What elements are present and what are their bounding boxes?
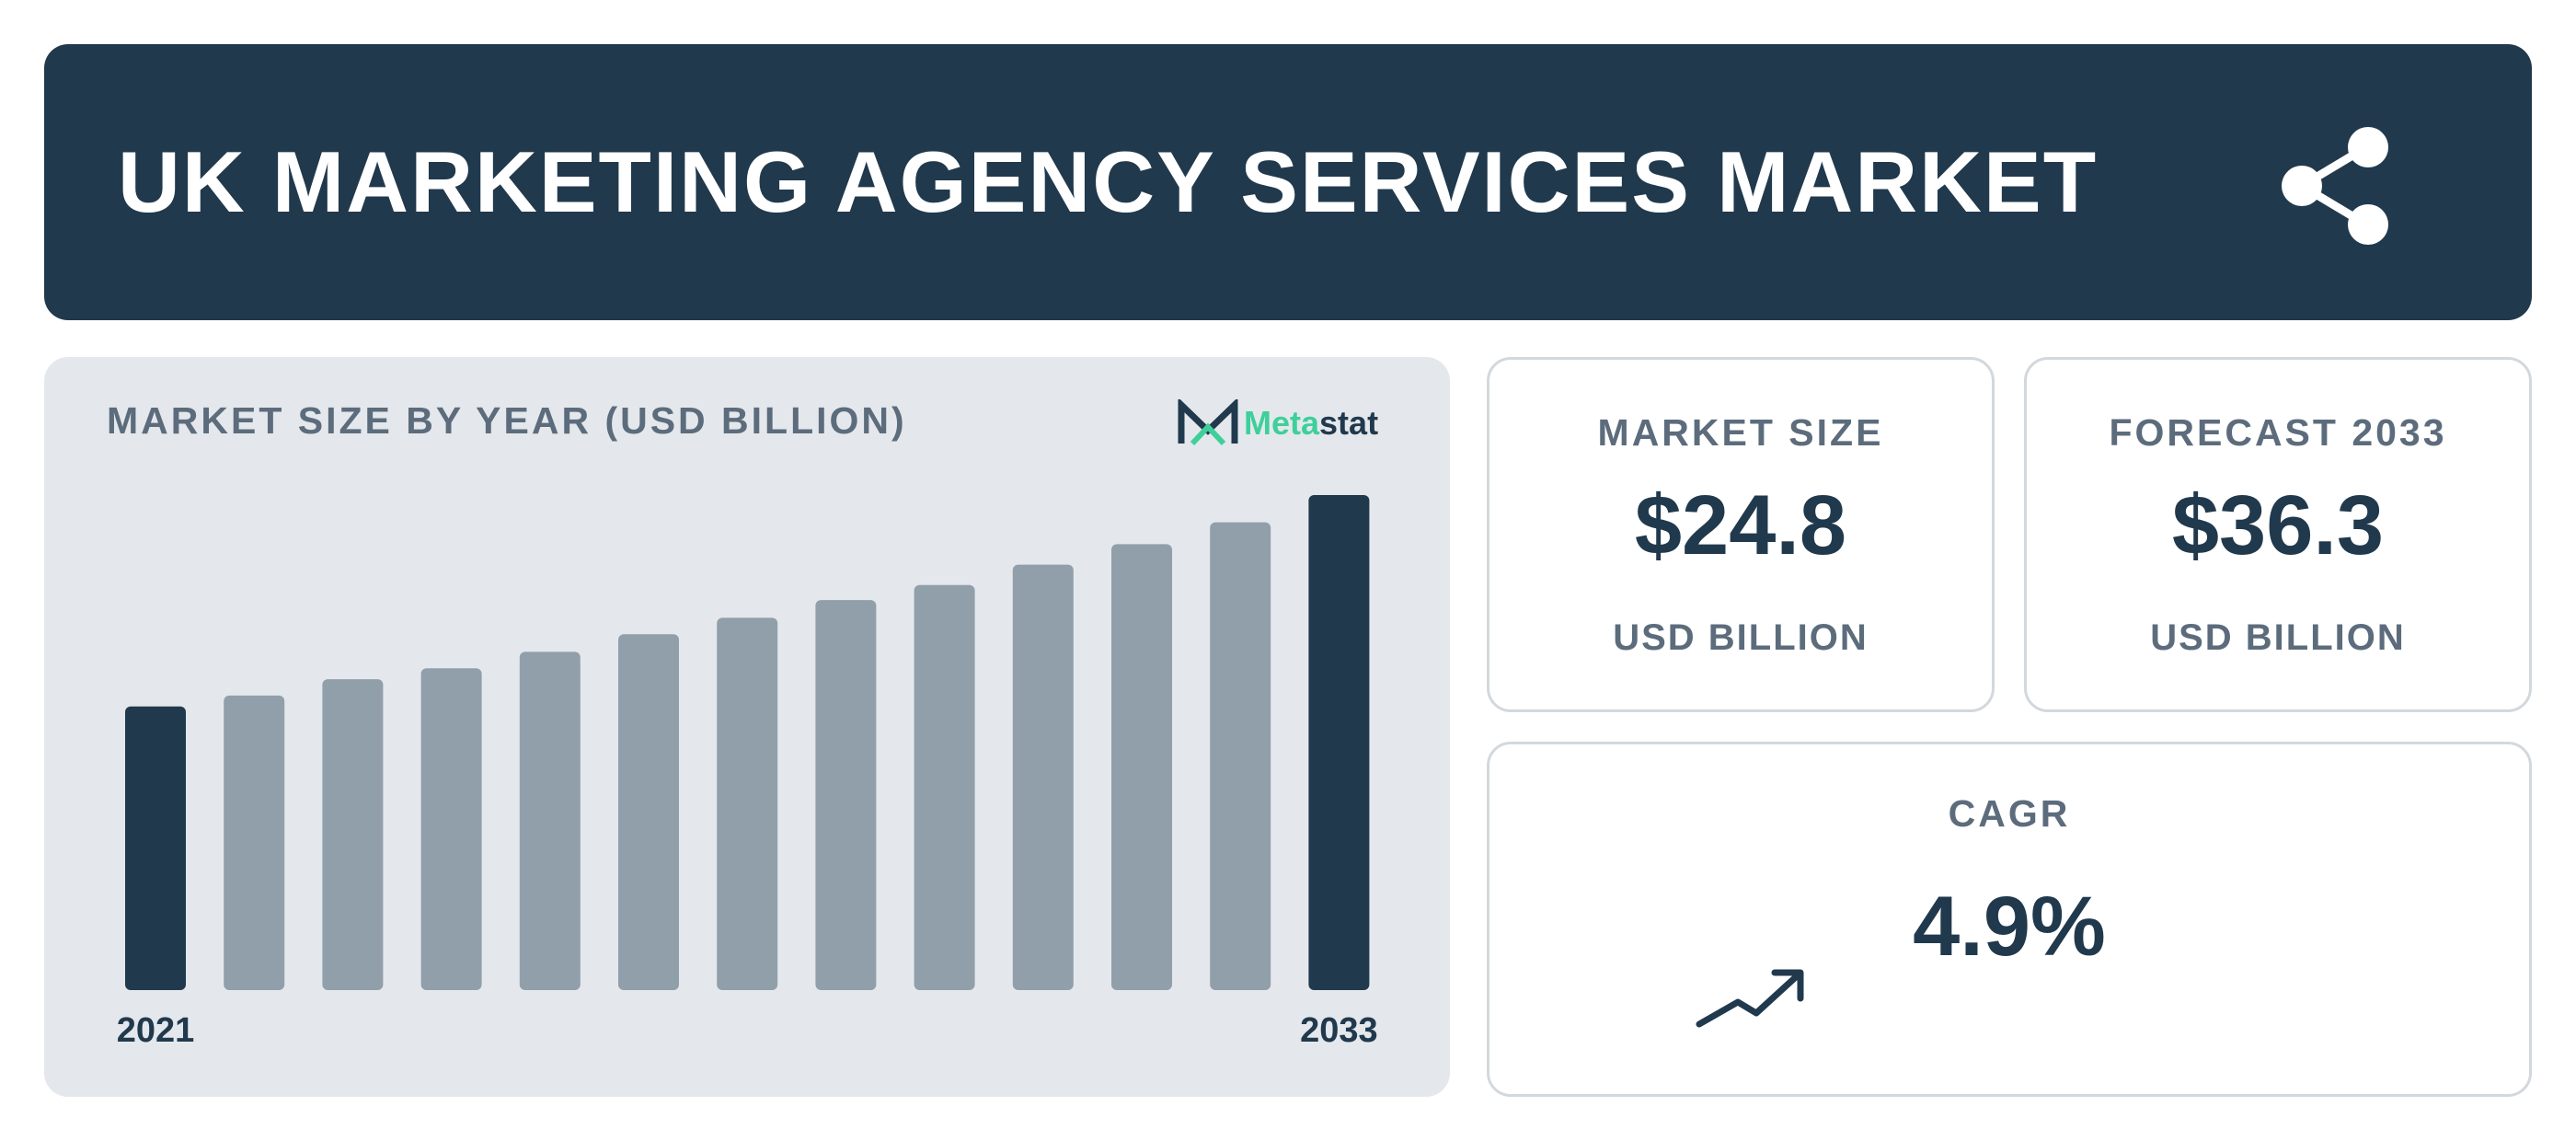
bar-2025 bbox=[519, 651, 581, 990]
market-size-card: MARKET SIZE $24.8 USD BILLION bbox=[1487, 357, 1995, 712]
bar-2033 bbox=[1308, 495, 1370, 990]
chart-title: MARKET SIZE BY YEAR (USD BILLION) bbox=[107, 399, 907, 442]
bar-2023 bbox=[322, 679, 384, 990]
cagr-value: 4.9% bbox=[1913, 880, 2106, 974]
bar-2031 bbox=[1111, 544, 1172, 990]
market-size-label: MARKET SIZE bbox=[1597, 411, 1884, 454]
brand-name-part1: Meta bbox=[1244, 404, 1320, 442]
bar-2032 bbox=[1210, 522, 1271, 990]
forecast-unit: USD BILLION bbox=[2150, 617, 2406, 658]
bar-2027 bbox=[717, 617, 778, 990]
brand-logo: Meta stat bbox=[1178, 396, 1378, 451]
x-tick-label-2033: 2033 bbox=[1300, 1011, 1378, 1050]
bar-2026 bbox=[618, 634, 679, 990]
page-title: UK MARKETING AGENCY SERVICES MARKET bbox=[118, 133, 2099, 230]
market-size-unit: USD BILLION bbox=[1613, 617, 1869, 658]
title-banner: UK MARKETING AGENCY SERVICES MARKET bbox=[44, 44, 2532, 320]
forecast-card: FORECAST 2033 $36.3 USD BILLION bbox=[2024, 357, 2532, 712]
forecast-label: FORECAST 2033 bbox=[2109, 411, 2447, 454]
bar-2030 bbox=[1012, 564, 1074, 990]
x-tick-label-2021: 2021 bbox=[117, 1011, 195, 1050]
bar-2022 bbox=[224, 695, 285, 990]
brand-name-part2: stat bbox=[1319, 404, 1379, 442]
metastat-logo-icon bbox=[1178, 399, 1238, 446]
cagr-label: CAGR bbox=[1948, 792, 2071, 835]
bar-chart: 2021 2033 bbox=[117, 495, 1378, 1050]
forecast-value: $36.3 bbox=[2171, 478, 2385, 572]
share-icon[interactable] bbox=[2274, 121, 2403, 250]
bar-2024 bbox=[420, 668, 482, 990]
bar-2021 bbox=[125, 706, 186, 990]
chart-panel: MARKET SIZE BY YEAR (USD BILLION) Meta st… bbox=[44, 357, 1450, 1097]
trend-up-icon bbox=[1696, 969, 1804, 1028]
bar-2028 bbox=[815, 600, 877, 990]
market-size-value: $24.8 bbox=[1634, 478, 1847, 572]
bar-2029 bbox=[914, 584, 975, 990]
cagr-card: CAGR 4.9% bbox=[1487, 742, 2532, 1097]
